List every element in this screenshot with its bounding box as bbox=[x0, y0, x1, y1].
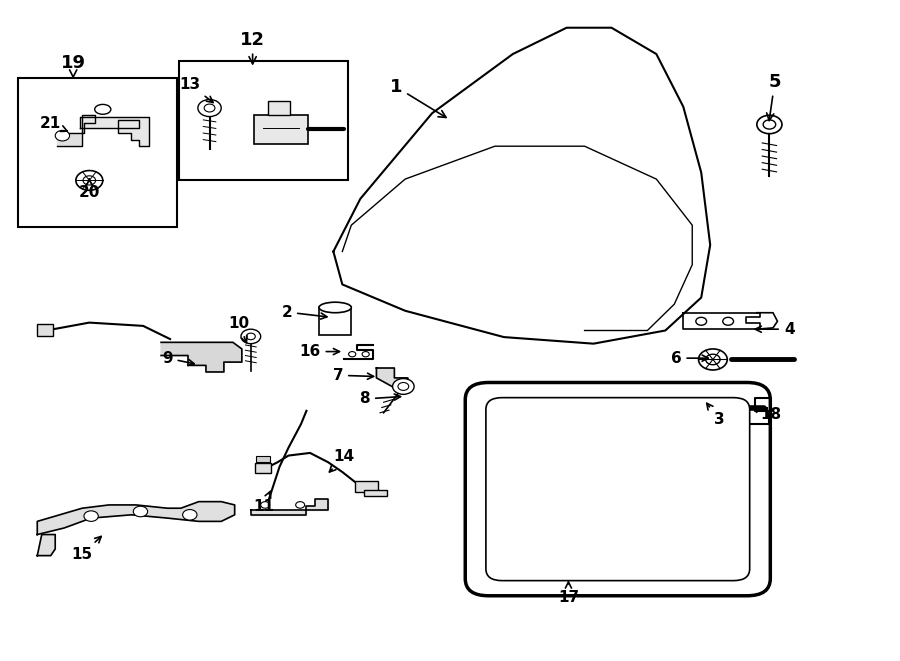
Text: 16: 16 bbox=[300, 344, 339, 359]
Bar bbox=[355, 481, 378, 492]
Text: 4: 4 bbox=[755, 322, 795, 336]
Ellipse shape bbox=[319, 302, 351, 313]
Text: 21: 21 bbox=[40, 116, 68, 132]
Text: 6: 6 bbox=[670, 350, 708, 366]
Text: 3: 3 bbox=[706, 403, 724, 427]
FancyBboxPatch shape bbox=[179, 61, 347, 180]
Bar bbox=[37, 324, 53, 336]
Text: 18: 18 bbox=[752, 407, 782, 422]
Polygon shape bbox=[161, 342, 242, 372]
Bar bbox=[364, 490, 387, 496]
Text: 8: 8 bbox=[359, 391, 400, 407]
Bar bbox=[268, 101, 291, 114]
Circle shape bbox=[392, 379, 414, 395]
Bar bbox=[256, 455, 270, 462]
Ellipse shape bbox=[94, 104, 111, 114]
Text: 2: 2 bbox=[282, 305, 327, 319]
Circle shape bbox=[296, 502, 304, 508]
Circle shape bbox=[241, 329, 261, 344]
Circle shape bbox=[204, 104, 215, 112]
Text: 17: 17 bbox=[558, 582, 579, 605]
Circle shape bbox=[76, 171, 103, 190]
Text: 10: 10 bbox=[229, 317, 249, 342]
Text: 14: 14 bbox=[329, 449, 355, 472]
Text: 20: 20 bbox=[78, 179, 100, 200]
Bar bbox=[256, 463, 272, 473]
Circle shape bbox=[706, 354, 720, 365]
Circle shape bbox=[348, 352, 356, 357]
Circle shape bbox=[763, 120, 776, 129]
Text: 7: 7 bbox=[332, 368, 374, 383]
Circle shape bbox=[757, 115, 782, 134]
Circle shape bbox=[83, 176, 95, 185]
Circle shape bbox=[261, 502, 270, 508]
Circle shape bbox=[723, 317, 734, 325]
Circle shape bbox=[362, 352, 369, 357]
Circle shape bbox=[198, 99, 221, 116]
Circle shape bbox=[55, 130, 69, 141]
Text: 15: 15 bbox=[72, 537, 101, 562]
Bar bbox=[255, 114, 308, 144]
Circle shape bbox=[698, 349, 727, 370]
Polygon shape bbox=[57, 114, 94, 146]
Text: 12: 12 bbox=[240, 30, 266, 64]
Circle shape bbox=[133, 506, 148, 517]
FancyBboxPatch shape bbox=[486, 398, 750, 580]
Polygon shape bbox=[80, 117, 148, 146]
Circle shape bbox=[84, 511, 98, 522]
Polygon shape bbox=[37, 535, 55, 556]
Text: 1: 1 bbox=[390, 78, 446, 118]
Text: 13: 13 bbox=[179, 77, 213, 102]
Polygon shape bbox=[376, 368, 408, 388]
FancyBboxPatch shape bbox=[17, 79, 177, 227]
Text: 19: 19 bbox=[60, 54, 86, 77]
Circle shape bbox=[696, 317, 706, 325]
Circle shape bbox=[398, 383, 409, 391]
Text: 11: 11 bbox=[253, 491, 274, 514]
Circle shape bbox=[183, 510, 197, 520]
Polygon shape bbox=[37, 502, 235, 535]
FancyBboxPatch shape bbox=[465, 383, 770, 596]
Text: 5: 5 bbox=[767, 73, 781, 120]
Polygon shape bbox=[251, 499, 328, 515]
Circle shape bbox=[247, 333, 256, 340]
Bar bbox=[319, 307, 351, 335]
Text: 9: 9 bbox=[162, 350, 194, 366]
